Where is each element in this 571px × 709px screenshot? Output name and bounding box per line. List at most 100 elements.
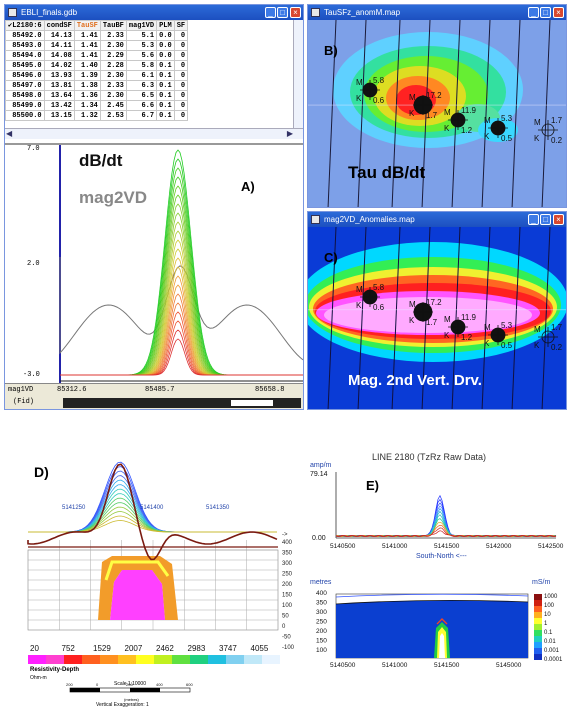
table-cell[interactable]: 0 [173, 80, 189, 91]
data-grid[interactable]: ✔L2180:6 condSF TauSF TauBF mag1VD PLM SF 8549… [5, 20, 295, 128]
table-cell[interactable]: 1.41 [73, 50, 101, 61]
table-cell[interactable]: 5.1 [125, 30, 158, 41]
vertical-scrollbar[interactable] [293, 20, 303, 128]
table-cell[interactable]: 85492.0 [5, 30, 45, 41]
column-header[interactable]: condSF [43, 20, 75, 31]
column-header[interactable]: PLM [156, 20, 175, 31]
table-cell[interactable]: 14.02 [43, 60, 75, 71]
close-icon[interactable]: × [290, 7, 301, 18]
table-cell[interactable]: 14.08 [43, 50, 75, 61]
close-icon[interactable]: × [553, 214, 564, 225]
maximize-icon[interactable]: □ [540, 7, 551, 18]
table-cell[interactable]: 2.45 [99, 100, 127, 111]
table-cell[interactable]: 85493.0 [5, 40, 45, 51]
table-cell[interactable]: 0.1 [156, 90, 175, 101]
fid-scroll-thumb[interactable] [231, 400, 273, 406]
table-cell[interactable]: 1.34 [73, 100, 101, 111]
table-row[interactable]: 85500.0 13.15 1.32 2.53 6.7 0.1 0 [5, 110, 189, 121]
minimize-icon[interactable]: _ [528, 214, 539, 225]
table-cell[interactable]: 6.5 [125, 90, 158, 101]
column-header[interactable]: mag1VD [125, 20, 158, 31]
table-cell[interactable]: 0.1 [156, 60, 175, 71]
table-cell[interactable]: 14.13 [43, 30, 75, 41]
fid-scrollbar[interactable] [63, 398, 301, 408]
table-cell[interactable]: 0 [173, 110, 189, 121]
table-cell[interactable]: 2.28 [99, 60, 127, 71]
minimize-icon[interactable]: _ [528, 7, 539, 18]
table-cell[interactable]: 85495.0 [5, 60, 45, 71]
table-cell[interactable]: 6.3 [125, 80, 158, 91]
table-row[interactable]: 85499.0 13.42 1.34 2.45 6.6 0.1 0 [5, 100, 189, 111]
table-row[interactable]: 85494.0 14.08 1.41 2.29 5.6 0.0 0 [5, 50, 189, 61]
close-icon[interactable]: × [553, 7, 564, 18]
table-cell[interactable]: 2.33 [99, 80, 127, 91]
mag-map-titlebar[interactable]: mag2VD_Anomalies.map _ □ × [308, 212, 566, 227]
table-cell[interactable]: 0 [173, 40, 189, 51]
table-cell[interactable]: 85494.0 [5, 50, 45, 61]
table-cell[interactable]: 85499.0 [5, 100, 45, 111]
table-cell[interactable]: 6.7 [125, 110, 158, 121]
table-cell[interactable]: 85498.0 [5, 90, 45, 101]
table-cell[interactable]: 2.30 [99, 70, 127, 81]
table-cell[interactable]: 1.32 [73, 110, 101, 121]
table-cell[interactable]: 0.0 [156, 50, 175, 61]
table-cell[interactable]: 5.6 [125, 50, 158, 61]
table-row[interactable]: 85495.0 14.02 1.40 2.28 5.8 0.1 0 [5, 60, 189, 71]
table-cell[interactable]: 2.30 [99, 90, 127, 101]
table-cell[interactable]: 0 [173, 90, 189, 101]
table-cell[interactable]: 0.1 [156, 110, 175, 121]
table-cell[interactable]: 0.1 [156, 80, 175, 91]
table-cell[interactable]: 13.42 [43, 100, 75, 111]
table-cell[interactable]: 5.3 [125, 40, 158, 51]
table-cell[interactable]: 13.81 [43, 80, 75, 91]
table-cell[interactable]: 2.30 [99, 40, 127, 51]
table-cell[interactable]: 1.38 [73, 80, 101, 91]
table-cell[interactable]: 6.6 [125, 100, 158, 111]
table-cell[interactable]: 5.8 [125, 60, 158, 71]
table-cell[interactable]: 0.1 [156, 70, 175, 81]
table-cell[interactable]: 6.1 [125, 70, 158, 81]
tau-map-titlebar[interactable]: TauSFz_anomM.map _ □ × [308, 5, 566, 20]
maximize-icon[interactable]: □ [277, 7, 288, 18]
table-cell[interactable]: 2.29 [99, 50, 127, 61]
profile-plot[interactable]: 7.0 2.0 -3.0 dB/dt mag2VD A) [5, 143, 303, 385]
table-row[interactable]: 85496.0 13.93 1.39 2.30 6.1 0.1 0 [5, 70, 189, 81]
table-cell[interactable]: 14.11 [43, 40, 75, 51]
table-cell[interactable]: 13.15 [43, 110, 75, 121]
scroll-left-icon[interactable]: ◀ [6, 129, 13, 138]
minimize-icon[interactable]: _ [265, 7, 276, 18]
table-row[interactable]: 85492.0 14.13 1.41 2.33 5.1 0.0 0 [5, 30, 189, 41]
column-header[interactable]: TauBF [99, 20, 127, 31]
column-header[interactable]: SF [173, 20, 189, 31]
table-cell[interactable]: 1.39 [73, 70, 101, 81]
table-cell[interactable]: 1.40 [73, 60, 101, 71]
column-header[interactable]: ✔L2180:6 [5, 20, 45, 31]
table-row[interactable]: 85497.0 13.81 1.38 2.33 6.3 0.1 0 [5, 80, 189, 91]
table-cell[interactable]: 13.64 [43, 90, 75, 101]
table-cell[interactable]: 85496.0 [5, 70, 45, 81]
table-cell[interactable]: 0 [173, 100, 189, 111]
table-cell[interactable]: 0 [173, 30, 189, 41]
table-cell[interactable]: 0.0 [156, 30, 175, 41]
table-cell[interactable]: 2.33 [99, 30, 127, 41]
table-cell[interactable]: 0.1 [156, 100, 175, 111]
table-cell[interactable]: 2.53 [99, 110, 127, 121]
table-row[interactable]: 85498.0 13.64 1.36 2.30 6.5 0.1 0 [5, 90, 189, 101]
table-cell[interactable]: 0.0 [156, 40, 175, 51]
column-header[interactable]: TauSF [73, 20, 101, 31]
table-cell[interactable]: 85500.0 [5, 110, 45, 121]
table-cell[interactable]: 13.93 [43, 70, 75, 81]
table-cell[interactable]: 1.41 [73, 40, 101, 51]
table-cell[interactable]: 0 [173, 60, 189, 71]
scroll-right-icon[interactable]: ▶ [286, 129, 293, 138]
table-cell[interactable]: 1.41 [73, 30, 101, 41]
table-cell[interactable]: 1.36 [73, 90, 101, 101]
table-cell[interactable]: 0 [173, 50, 189, 61]
table-cell[interactable]: 85497.0 [5, 80, 45, 91]
horizontal-scrollbar[interactable]: ◀ ▶ [5, 128, 303, 139]
maximize-icon[interactable]: □ [540, 214, 551, 225]
table-row[interactable]: 85493.0 14.11 1.41 2.30 5.3 0.0 0 [5, 40, 189, 51]
database-titlebar[interactable]: EBLI_finals.gdb _ □ × [5, 5, 303, 20]
